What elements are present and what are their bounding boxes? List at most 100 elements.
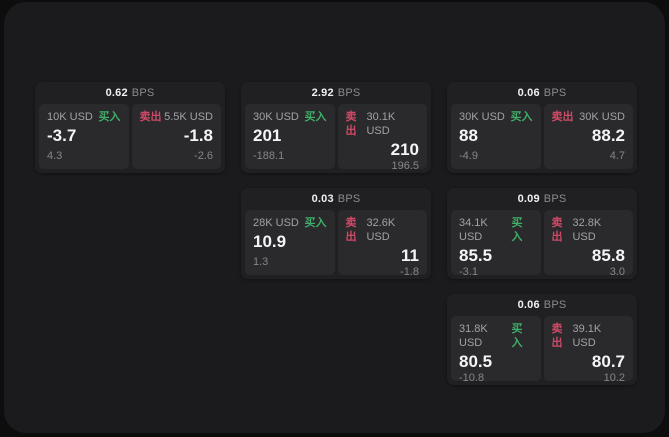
sell-delta: -2.6 [194,150,213,162]
bps-value: 0.06 [517,299,540,311]
card-body: 10K USD 买入 -3.7 4.3 卖出 5.5K USD -1.8 -2.… [39,104,221,169]
card-body: 30K USD 买入 201 -188.1 卖出 30.1K USD 210 1… [245,104,427,172]
sell-delta: 10.2 [603,372,625,384]
bps-unit-label: BPS [543,299,567,311]
buy-delta: 1.3 [253,256,269,268]
buy-price: 85.5 [459,246,493,265]
sell-delta: -1.8 [400,266,419,278]
sell-size: 5.5K USD [164,111,213,123]
bps-value: 0.09 [517,193,540,205]
bps-value: 0.62 [105,87,128,99]
buy-quote-cell[interactable]: 28K USD 买入 10.9 1.3 [245,210,335,275]
buy-delta: -188.1 [253,150,285,162]
card-header: 0.03 BPS [245,188,427,210]
buy-delta: -4.9 [459,150,478,162]
sell-tag[interactable]: 卖出 [345,217,357,243]
sell-quote-cell[interactable]: 卖出 32.8K USD 85.8 3.0 [543,210,633,278]
sell-tag[interactable]: 卖出 [345,111,357,137]
sell-quote-cell[interactable]: 卖出 30K USD 88.2 4.7 [543,104,633,169]
sell-cell-header: 卖出 32.6K USD [346,216,420,244]
sell-tag[interactable]: 卖出 [139,111,162,123]
sell-delta: 3.0 [609,266,625,278]
sell-price: 80.7 [591,352,625,371]
quotes-panel: 0.62 BPS 10K USD 买入 -3.7 4.3 卖出 5.5K USD… [4,2,665,433]
buy-price: 10.9 [253,232,287,251]
buy-size: 30K USD [459,111,505,123]
buy-cell-header: 30K USD 买入 [459,110,533,124]
sell-size: 30K USD [579,111,625,123]
buy-size: 10K USD [47,111,93,123]
sell-size: 32.8K USD [572,217,602,243]
buy-cell-header: 31.8K USD 买入 [459,322,533,350]
buy-size: 31.8K USD [459,323,488,349]
card-header: 0.06 BPS [451,82,633,104]
buy-size: 28K USD [253,217,299,229]
quote-card: 2.92 BPS 30K USD 买入 201 -188.1 卖出 30.1K … [241,82,431,173]
sell-price: 11 [401,246,419,265]
sell-cell-header: 卖出 32.8K USD [552,216,626,244]
bps-value: 0.03 [311,193,334,205]
sell-cell-header: 卖出 30.1K USD [346,110,420,138]
card-header: 0.06 BPS [451,294,633,316]
bps-unit-label: BPS [337,193,361,205]
sell-delta: 196.5 [391,160,419,172]
quote-card: 0.62 BPS 10K USD 买入 -3.7 4.3 卖出 5.5K USD… [35,82,225,173]
sell-price: 85.8 [591,246,625,265]
buy-delta: -10.8 [459,372,485,384]
bps-unit-label: BPS [543,193,567,205]
bps-unit-label: BPS [543,87,567,99]
sell-size: 39.1K USD [572,323,602,349]
card-body: 30K USD 买入 88 -4.9 卖出 30K USD 88.2 4.7 [451,104,633,169]
sell-cell-header: 卖出 39.1K USD [552,322,626,350]
quote-card: 0.06 BPS 30K USD 买入 88 -4.9 卖出 30K USD 8… [447,82,637,173]
quote-card: 0.03 BPS 28K USD 买入 10.9 1.3 卖出 32.6K US… [241,188,431,279]
buy-tag[interactable]: 买入 [304,217,327,229]
buy-quote-cell[interactable]: 30K USD 买入 201 -188.1 [245,104,335,169]
sell-quote-cell[interactable]: 卖出 30.1K USD 210 196.5 [337,104,427,172]
sell-quote-cell[interactable]: 卖出 5.5K USD -1.8 -2.6 [131,104,221,169]
sell-price: -1.8 [183,126,213,145]
buy-delta: -3.1 [459,266,478,278]
buy-delta: 4.3 [47,150,63,162]
buy-size: 34.1K USD [459,217,488,243]
sell-cell-header: 卖出 5.5K USD [140,110,214,124]
buy-cell-header: 34.1K USD 买入 [459,216,533,244]
buy-price: 80.5 [459,352,493,371]
buy-quote-cell[interactable]: 30K USD 买入 88 -4.9 [451,104,541,169]
buy-tag[interactable]: 买入 [510,111,533,123]
card-body: 28K USD 买入 10.9 1.3 卖出 32.6K USD 11 -1.8 [245,210,427,278]
buy-cell-header: 30K USD 买入 [253,110,327,124]
bps-unit-label: BPS [337,87,361,99]
sell-price: 88.2 [591,126,625,145]
buy-tag[interactable]: 买入 [98,111,121,123]
sell-quote-cell[interactable]: 卖出 32.6K USD 11 -1.8 [337,210,427,278]
sell-delta: 4.7 [609,150,625,162]
bps-unit-label: BPS [131,87,155,99]
buy-tag[interactable]: 买入 [511,217,523,243]
card-header: 2.92 BPS [245,82,427,104]
card-header: 0.62 BPS [39,82,221,104]
card-body: 31.8K USD 买入 80.5 -10.8 卖出 39.1K USD 80.… [451,316,633,384]
sell-cell-header: 卖出 30K USD [552,110,626,124]
buy-quote-cell[interactable]: 10K USD 买入 -3.7 4.3 [39,104,129,169]
buy-quote-cell[interactable]: 31.8K USD 买入 80.5 -10.8 [451,316,541,384]
bps-value: 2.92 [311,87,334,99]
quote-card: 0.09 BPS 34.1K USD 买入 85.5 -3.1 卖出 32.8K… [447,188,637,279]
buy-cell-header: 10K USD 买入 [47,110,121,124]
buy-quote-cell[interactable]: 34.1K USD 买入 85.5 -3.1 [451,210,541,278]
sell-tag[interactable]: 卖出 [551,323,563,349]
card-header: 0.09 BPS [451,188,633,210]
sell-size: 30.1K USD [366,111,396,137]
sell-size: 32.6K USD [366,217,396,243]
bps-value: 0.06 [517,87,540,99]
buy-price: -3.7 [47,126,77,145]
sell-tag[interactable]: 卖出 [551,111,574,123]
sell-tag[interactable]: 卖出 [551,217,563,243]
buy-tag[interactable]: 买入 [304,111,327,123]
quote-cards-grid: 0.62 BPS 10K USD 买入 -3.7 4.3 卖出 5.5K USD… [35,82,637,385]
sell-price: 210 [390,140,419,159]
buy-price: 201 [253,126,282,145]
buy-price: 88 [459,126,478,145]
sell-quote-cell[interactable]: 卖出 39.1K USD 80.7 10.2 [543,316,633,384]
buy-tag[interactable]: 买入 [511,323,523,349]
